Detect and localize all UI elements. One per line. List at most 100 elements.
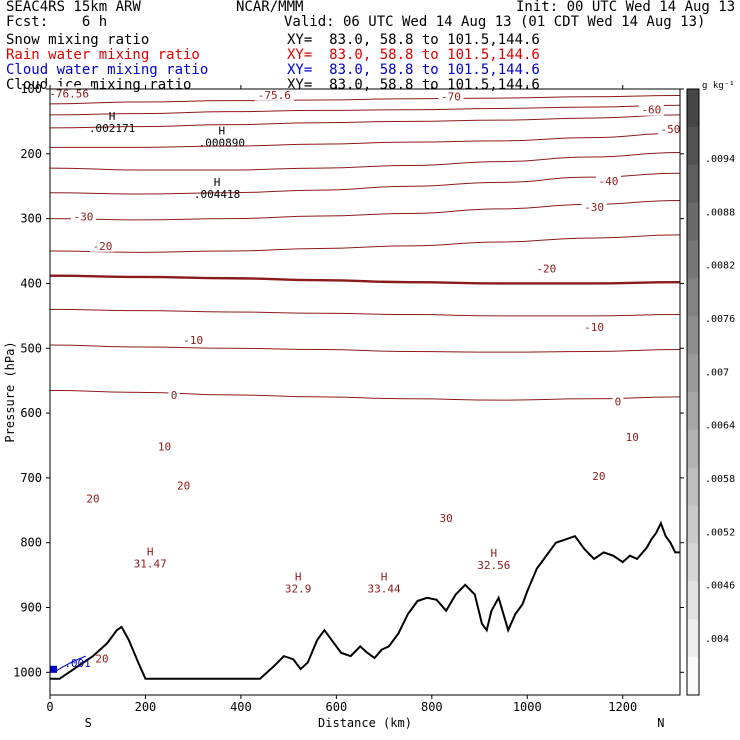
isotherm-line xyxy=(50,274,680,285)
max-value: 31.47 xyxy=(134,558,167,571)
cloud-water-contour xyxy=(55,655,86,672)
colorbar-cell xyxy=(687,505,699,544)
y-tick-label: 900 xyxy=(20,601,42,615)
field-cloudwater-name: Cloud water mixing ratio xyxy=(6,62,209,78)
field-rain-xy: XY= 83.0, 58.8 to 101.5,144.6 xyxy=(287,47,540,63)
colorbar-cell xyxy=(687,278,699,317)
max-marker: H xyxy=(219,124,226,137)
x-tick-label: 800 xyxy=(421,700,443,714)
contour-label-bg xyxy=(623,429,642,443)
colorbar-frame xyxy=(686,88,700,696)
contour-label-bg xyxy=(638,102,664,116)
contour-label-bg xyxy=(589,468,608,482)
isotherm-line xyxy=(50,344,680,353)
isotherm-line xyxy=(50,389,680,401)
y-tick-label: 800 xyxy=(20,536,42,550)
isotherm-line xyxy=(50,199,680,221)
contour-label-bg xyxy=(155,439,174,453)
valid-time: Valid: 06 UTC Wed 14 Aug 13 (01 CDT Wed … xyxy=(284,14,706,30)
contour-label: -20 xyxy=(93,240,113,253)
colorbar-tick-label: .0094 xyxy=(705,154,735,165)
isotherm-line xyxy=(50,132,680,148)
y-tick-label: 500 xyxy=(20,341,42,355)
contour-label: -40 xyxy=(598,175,618,188)
isotherm-line xyxy=(50,172,680,195)
plot-frame xyxy=(49,88,681,696)
max-marker: H xyxy=(214,176,221,189)
colorbar-tick-label: .004 xyxy=(705,634,729,645)
colorbar-tick-label: .0076 xyxy=(705,314,735,325)
y-tick-label: 1000 xyxy=(13,665,42,679)
max-value: .000890 xyxy=(199,136,245,149)
y-tick-label: 100 xyxy=(20,82,42,96)
contour-label-bg xyxy=(657,122,683,136)
field-snow-xy: XY= 83.0, 58.8 to 101.5,144.6 xyxy=(287,32,540,48)
x-tick-label: 1200 xyxy=(608,700,637,714)
contour-label-bg xyxy=(581,199,607,213)
colorbar-cell xyxy=(687,354,699,393)
isotherm-line xyxy=(50,308,680,317)
x-tick-label: 400 xyxy=(230,700,252,714)
contour-label-bg xyxy=(438,89,464,103)
colorbar-tick-label: .0052 xyxy=(705,527,735,538)
contour-label: -10 xyxy=(584,321,604,334)
colorbar-cell xyxy=(687,581,699,620)
y-tick-label: 200 xyxy=(20,147,42,161)
contour-label: 0 xyxy=(615,395,622,408)
colorbar-tick-label: .0046 xyxy=(705,581,735,592)
contour-label-bg xyxy=(70,209,96,223)
colorbar-tick-label: .0058 xyxy=(705,474,735,485)
max-value: 32.9 xyxy=(285,582,312,595)
max-value: 32.56 xyxy=(477,559,510,572)
isotherm-line xyxy=(50,114,680,129)
contour-label: -70 xyxy=(441,91,461,104)
isotherm-line xyxy=(50,94,680,105)
isotherm-group xyxy=(50,94,680,401)
contour-label-bg xyxy=(174,478,193,492)
contour-label: 10 xyxy=(626,431,639,444)
colorbar-cell xyxy=(687,467,699,507)
init-time: Init: 00 UTC Wed 14 Aug 13 xyxy=(516,0,736,15)
x-tick-label: 1000 xyxy=(513,700,542,714)
x-tick-label: 600 xyxy=(326,700,348,714)
rain-label: 20 xyxy=(95,653,108,666)
max-value: .004418 xyxy=(194,188,240,201)
colorbar-cell xyxy=(687,89,699,128)
x-axis-title: Distance (km) xyxy=(318,716,412,730)
y-tick-label: 400 xyxy=(20,276,42,290)
max-marker: H xyxy=(109,110,116,123)
forecast-hour: Fcst: 6 h xyxy=(6,14,108,30)
contour-label-bg xyxy=(254,87,294,101)
field-cloudwater-xy: XY= 83.0, 58.8 to 101.5,144.6 xyxy=(287,62,540,78)
contour-label: 20 xyxy=(177,480,190,493)
contour-label: 20 xyxy=(86,493,99,506)
contour-label: 20 xyxy=(592,470,605,483)
colorbar-cell xyxy=(687,202,699,241)
contour-label: -10 xyxy=(183,334,203,347)
contour-label: -75.6 xyxy=(258,89,291,102)
y-tick-label: 300 xyxy=(20,212,42,226)
contour-label-bg xyxy=(595,173,621,187)
max-marker: H xyxy=(381,570,388,583)
colorbar-cell xyxy=(687,316,699,355)
contour-label: -50 xyxy=(661,123,681,136)
contour-label-bg xyxy=(46,86,93,100)
contour-label: 0 xyxy=(171,389,178,402)
max-marker: H xyxy=(491,547,498,560)
contour-label: -76.56 xyxy=(49,87,89,100)
field-snow-name: Snow mixing ratio xyxy=(6,32,150,48)
colorbar-cell xyxy=(687,619,699,658)
contour-label: -20 xyxy=(536,262,556,275)
max-value: 33.44 xyxy=(368,582,401,595)
contour-label: 30 xyxy=(440,512,453,525)
y-tick-label: 700 xyxy=(20,471,42,485)
contour-label: 10 xyxy=(158,441,171,454)
contour-label: -30 xyxy=(73,211,93,224)
colorbar-cell xyxy=(687,429,699,469)
colorbar-tick-label: .0082 xyxy=(705,261,735,272)
max-marker: H xyxy=(147,546,154,559)
contour-label-bg xyxy=(612,394,624,408)
x-tick-label: 0 xyxy=(46,700,53,714)
contour-label-bg xyxy=(83,491,102,505)
